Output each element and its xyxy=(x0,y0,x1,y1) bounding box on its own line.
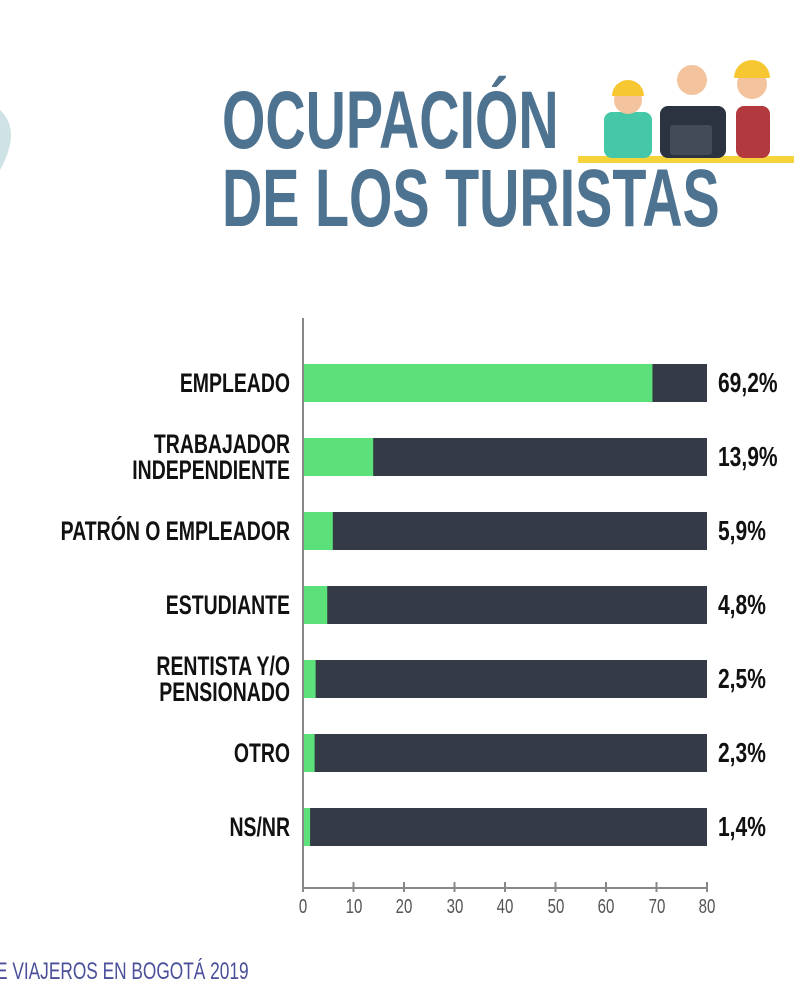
bar-track xyxy=(303,808,707,846)
value-label: 2,5% xyxy=(718,663,766,694)
footer: E VIAJEROS EN BOGOTÁ 2019 xyxy=(0,958,249,985)
x-tick-label: 10 xyxy=(345,896,362,918)
x-tick-label: 50 xyxy=(547,896,564,918)
title: OCUPACIÓN DE LOS TURISTAS xyxy=(222,75,720,244)
y-tick-label: ESTUDIANTE xyxy=(165,590,290,620)
value-label: 4,8% xyxy=(718,589,766,620)
y-tick-label: EMPLEADO xyxy=(179,368,290,398)
value-label: 1,4% xyxy=(718,811,766,842)
y-tick-label: PATRÓN O EMPLEADOR xyxy=(60,516,290,546)
bar xyxy=(303,808,311,846)
bar xyxy=(303,438,374,476)
value-label: 69,2% xyxy=(718,367,778,398)
x-tick-label: 40 xyxy=(496,896,514,918)
x-tick-label: 70 xyxy=(648,896,665,918)
bar xyxy=(303,512,333,550)
y-tick-label: RENTISTA Y/O PENSIONADO xyxy=(156,651,290,707)
bar xyxy=(303,660,316,698)
value-label: 2,3% xyxy=(718,737,766,768)
value-label: 5,9% xyxy=(718,515,766,546)
x-tick-label: 30 xyxy=(446,896,463,918)
x-tick-label: 60 xyxy=(597,896,615,918)
y-tick-label: OTRO xyxy=(233,738,290,768)
value-label: 13,9% xyxy=(718,441,778,472)
x-tick-label: 0 xyxy=(298,896,308,918)
illustration xyxy=(0,60,794,170)
bar-track xyxy=(303,660,707,698)
y-tick-label: NS/NR xyxy=(229,812,290,842)
x-tick-label: 80 xyxy=(698,896,716,918)
bar xyxy=(303,734,315,772)
bar-track xyxy=(303,512,707,550)
x-tick-label: 20 xyxy=(395,896,413,918)
bar-track xyxy=(303,734,707,772)
y-tick-label: TRABAJADOR INDEPENDIENTE xyxy=(132,429,290,485)
bar xyxy=(303,364,653,402)
bar xyxy=(303,586,328,624)
bar-track xyxy=(303,586,707,624)
